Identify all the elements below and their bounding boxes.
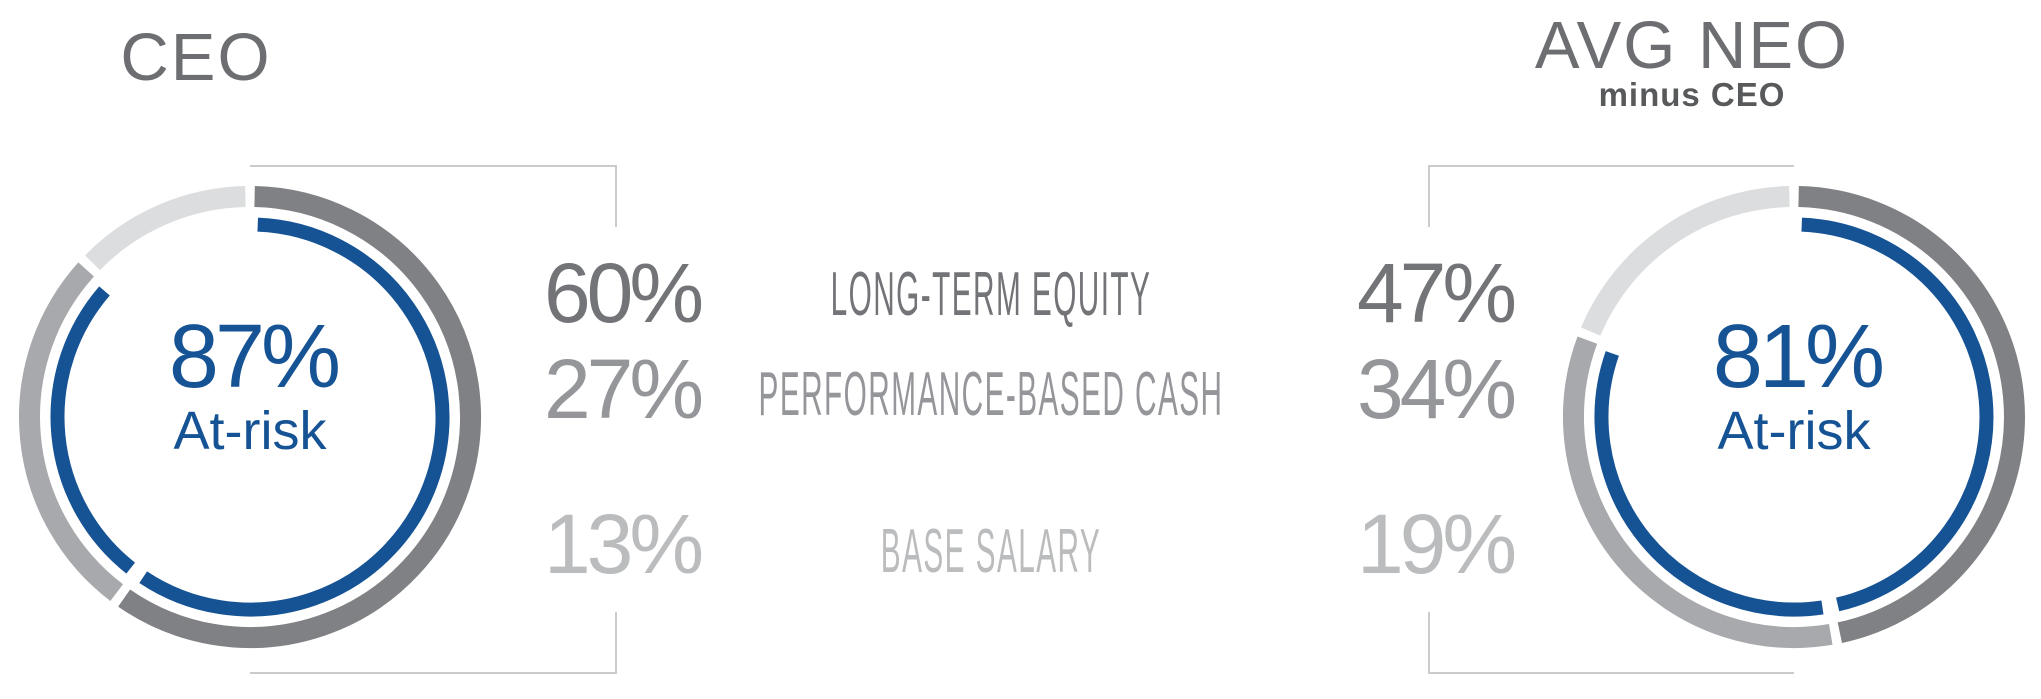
- category-label-base-salary-text: BASE SALARY: [880, 517, 1102, 586]
- category-label-performance-based-cash-text: PERFORMANCE-BASED CASH: [758, 360, 1224, 429]
- ceo-at-risk-arc-long-term-equity: [139, 217, 450, 617]
- ceo-at-risk-label: At-risk: [173, 401, 327, 461]
- ceo-base-salary-pct: 13%: [543, 497, 704, 591]
- ceo-segment-performance-based-cash: [19, 262, 124, 601]
- ceo-at-risk-value: 87%: [168, 307, 341, 407]
- avg-neo-at-risk-arc-performance-based-cash: [1594, 351, 1824, 617]
- avg-neo-long-term-equity-pct: 47%: [1356, 246, 1517, 340]
- chart-subtitle-minus-ceo: minus CEO: [1598, 76, 1786, 113]
- ceo-bracket-bottom: [250, 612, 617, 674]
- category-label-base-salary: BASE SALARY: [761, 521, 1220, 583]
- category-label-performance-based-cash: PERFORMANCE-BASED CASH: [507, 364, 1476, 426]
- avg-neo-segment-base-salary: [1581, 186, 1790, 336]
- avg-neo-bracket-top: [1428, 165, 1794, 227]
- avg-neo-at-risk-arc-long-term-equity: [1801, 217, 1994, 612]
- avg-neo-base-salary-pct: 19%: [1356, 497, 1517, 591]
- chart-title-avg-neo: AVG NEO: [1534, 8, 1850, 83]
- ceo-at-risk-arc-performance-based-cash: [50, 286, 136, 574]
- avg-neo-performance-based-cash-pct: 34%: [1356, 342, 1517, 436]
- ceo-bracket-top: [250, 165, 617, 227]
- avg-neo-segment-long-term-equity: [1798, 186, 2025, 643]
- avg-neo-at-risk-value: 81%: [1712, 307, 1885, 407]
- ceo-performance-based-cash-pct: 27%: [543, 342, 704, 436]
- avg-neo-bracket-bottom: [1428, 612, 1794, 674]
- avg-neo-segment-performance-based-cash: [1563, 336, 1833, 648]
- chart-title-ceo: CEO: [120, 20, 272, 95]
- category-label-long-term-equity-text: LONG-TERM EQUITY: [830, 260, 1152, 329]
- ceo-segment-base-salary: [84, 186, 246, 271]
- category-label-long-term-equity: LONG-TERM EQUITY: [657, 264, 1325, 326]
- avg-neo-at-risk-label: At-risk: [1717, 401, 1871, 461]
- ceo-segment-long-term-equity: [118, 186, 482, 648]
- ceo-long-term-equity-pct: 60%: [543, 246, 704, 340]
